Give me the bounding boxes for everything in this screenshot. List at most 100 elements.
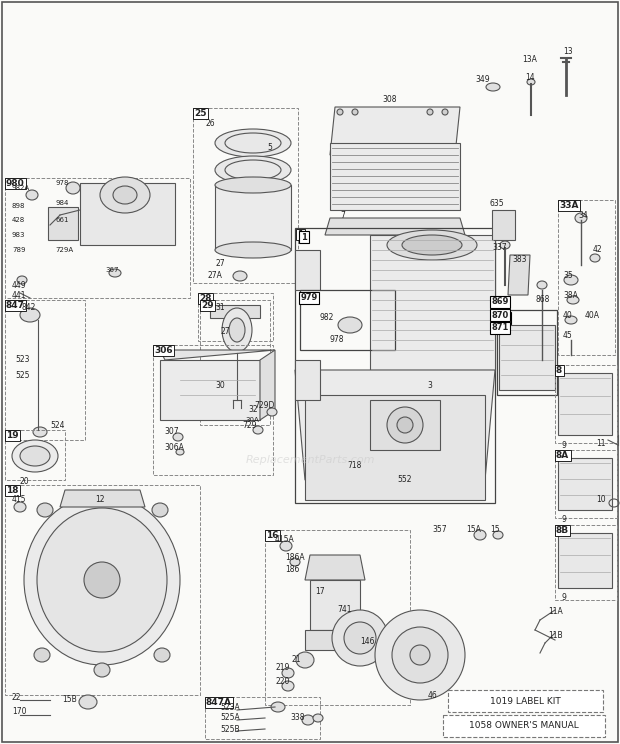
Text: 17: 17 <box>315 588 325 597</box>
Text: 984: 984 <box>55 200 68 206</box>
Text: 337: 337 <box>492 243 507 252</box>
Text: 28: 28 <box>199 294 211 303</box>
Polygon shape <box>48 207 78 240</box>
Ellipse shape <box>94 663 110 677</box>
Ellipse shape <box>527 79 535 85</box>
Ellipse shape <box>442 109 448 115</box>
Text: 983: 983 <box>12 232 25 238</box>
Ellipse shape <box>222 308 252 352</box>
Text: 34: 34 <box>578 211 588 219</box>
Ellipse shape <box>109 269 121 277</box>
Text: 33A: 33A <box>559 201 578 210</box>
Text: 898: 898 <box>12 203 25 209</box>
Text: 15A: 15A <box>466 525 481 534</box>
Text: 1019 LABEL KIT: 1019 LABEL KIT <box>490 696 560 705</box>
Text: 1: 1 <box>301 232 307 242</box>
Text: 45: 45 <box>563 330 573 339</box>
Text: 729A: 729A <box>55 247 73 253</box>
Text: 741: 741 <box>338 606 352 615</box>
Text: 40: 40 <box>563 310 573 319</box>
Ellipse shape <box>565 316 577 324</box>
Text: 8: 8 <box>556 366 562 375</box>
Ellipse shape <box>338 317 362 333</box>
Text: 1: 1 <box>297 230 303 239</box>
Polygon shape <box>60 490 145 507</box>
Text: 15: 15 <box>490 525 500 534</box>
Text: 982: 982 <box>320 313 334 322</box>
Text: 441: 441 <box>12 290 27 300</box>
Ellipse shape <box>215 242 291 258</box>
Polygon shape <box>508 255 530 295</box>
Text: 523A: 523A <box>220 704 240 713</box>
Ellipse shape <box>176 449 184 455</box>
Text: 146: 146 <box>360 638 374 647</box>
Text: 661: 661 <box>55 217 68 223</box>
Ellipse shape <box>113 186 137 204</box>
Text: 38A: 38A <box>563 290 578 300</box>
Text: 367: 367 <box>105 267 118 273</box>
Ellipse shape <box>253 426 263 434</box>
Ellipse shape <box>387 407 423 443</box>
Text: 729D: 729D <box>255 400 275 409</box>
Text: 980: 980 <box>6 179 25 188</box>
Text: 978: 978 <box>55 180 68 186</box>
Text: 42: 42 <box>593 246 603 254</box>
Text: 635: 635 <box>490 199 505 208</box>
Text: 3: 3 <box>503 326 508 335</box>
Polygon shape <box>558 458 612 510</box>
Ellipse shape <box>564 275 578 285</box>
Text: 718: 718 <box>348 461 362 469</box>
Text: 31: 31 <box>215 304 224 312</box>
Text: 415: 415 <box>12 496 27 504</box>
Text: 8A: 8A <box>556 451 569 460</box>
Text: 21: 21 <box>292 655 301 664</box>
Text: 847: 847 <box>6 301 25 310</box>
Text: 3: 3 <box>428 380 432 390</box>
Text: 13: 13 <box>563 48 573 57</box>
Polygon shape <box>492 210 515 240</box>
Text: 979: 979 <box>300 293 317 303</box>
Ellipse shape <box>267 408 277 416</box>
Ellipse shape <box>344 622 376 654</box>
Text: 32: 32 <box>248 405 258 414</box>
Polygon shape <box>160 360 260 420</box>
Ellipse shape <box>37 503 53 517</box>
Text: 15B: 15B <box>63 696 78 705</box>
Text: 20: 20 <box>20 478 30 487</box>
Ellipse shape <box>26 190 38 200</box>
Text: 26: 26 <box>205 118 215 127</box>
Text: 170: 170 <box>12 708 27 716</box>
Ellipse shape <box>590 254 600 262</box>
Polygon shape <box>325 218 465 235</box>
Text: 869: 869 <box>491 298 508 307</box>
Text: 978: 978 <box>330 336 345 344</box>
Ellipse shape <box>229 318 245 342</box>
Ellipse shape <box>302 715 314 725</box>
Text: 30: 30 <box>215 380 224 390</box>
FancyBboxPatch shape <box>443 715 605 737</box>
Ellipse shape <box>232 325 248 335</box>
Text: 16: 16 <box>266 531 278 540</box>
Text: 2: 2 <box>503 313 509 322</box>
Ellipse shape <box>537 281 547 289</box>
Ellipse shape <box>493 531 503 539</box>
Text: 415A: 415A <box>275 536 294 545</box>
Text: 847A: 847A <box>206 698 232 707</box>
Ellipse shape <box>567 296 579 304</box>
Text: 982A: 982A <box>12 185 30 191</box>
Text: 35: 35 <box>563 271 573 280</box>
Text: 8B: 8B <box>556 526 569 535</box>
Text: 524: 524 <box>50 420 64 429</box>
Ellipse shape <box>14 502 26 512</box>
Ellipse shape <box>575 213 587 223</box>
Polygon shape <box>160 350 275 360</box>
Ellipse shape <box>332 610 388 666</box>
Polygon shape <box>310 580 360 630</box>
Ellipse shape <box>271 702 285 712</box>
Text: 186A: 186A <box>285 553 304 562</box>
Ellipse shape <box>282 681 294 691</box>
Ellipse shape <box>387 230 477 260</box>
Text: 525B: 525B <box>220 725 239 734</box>
Text: 22: 22 <box>12 693 22 702</box>
Text: 27: 27 <box>215 258 224 268</box>
